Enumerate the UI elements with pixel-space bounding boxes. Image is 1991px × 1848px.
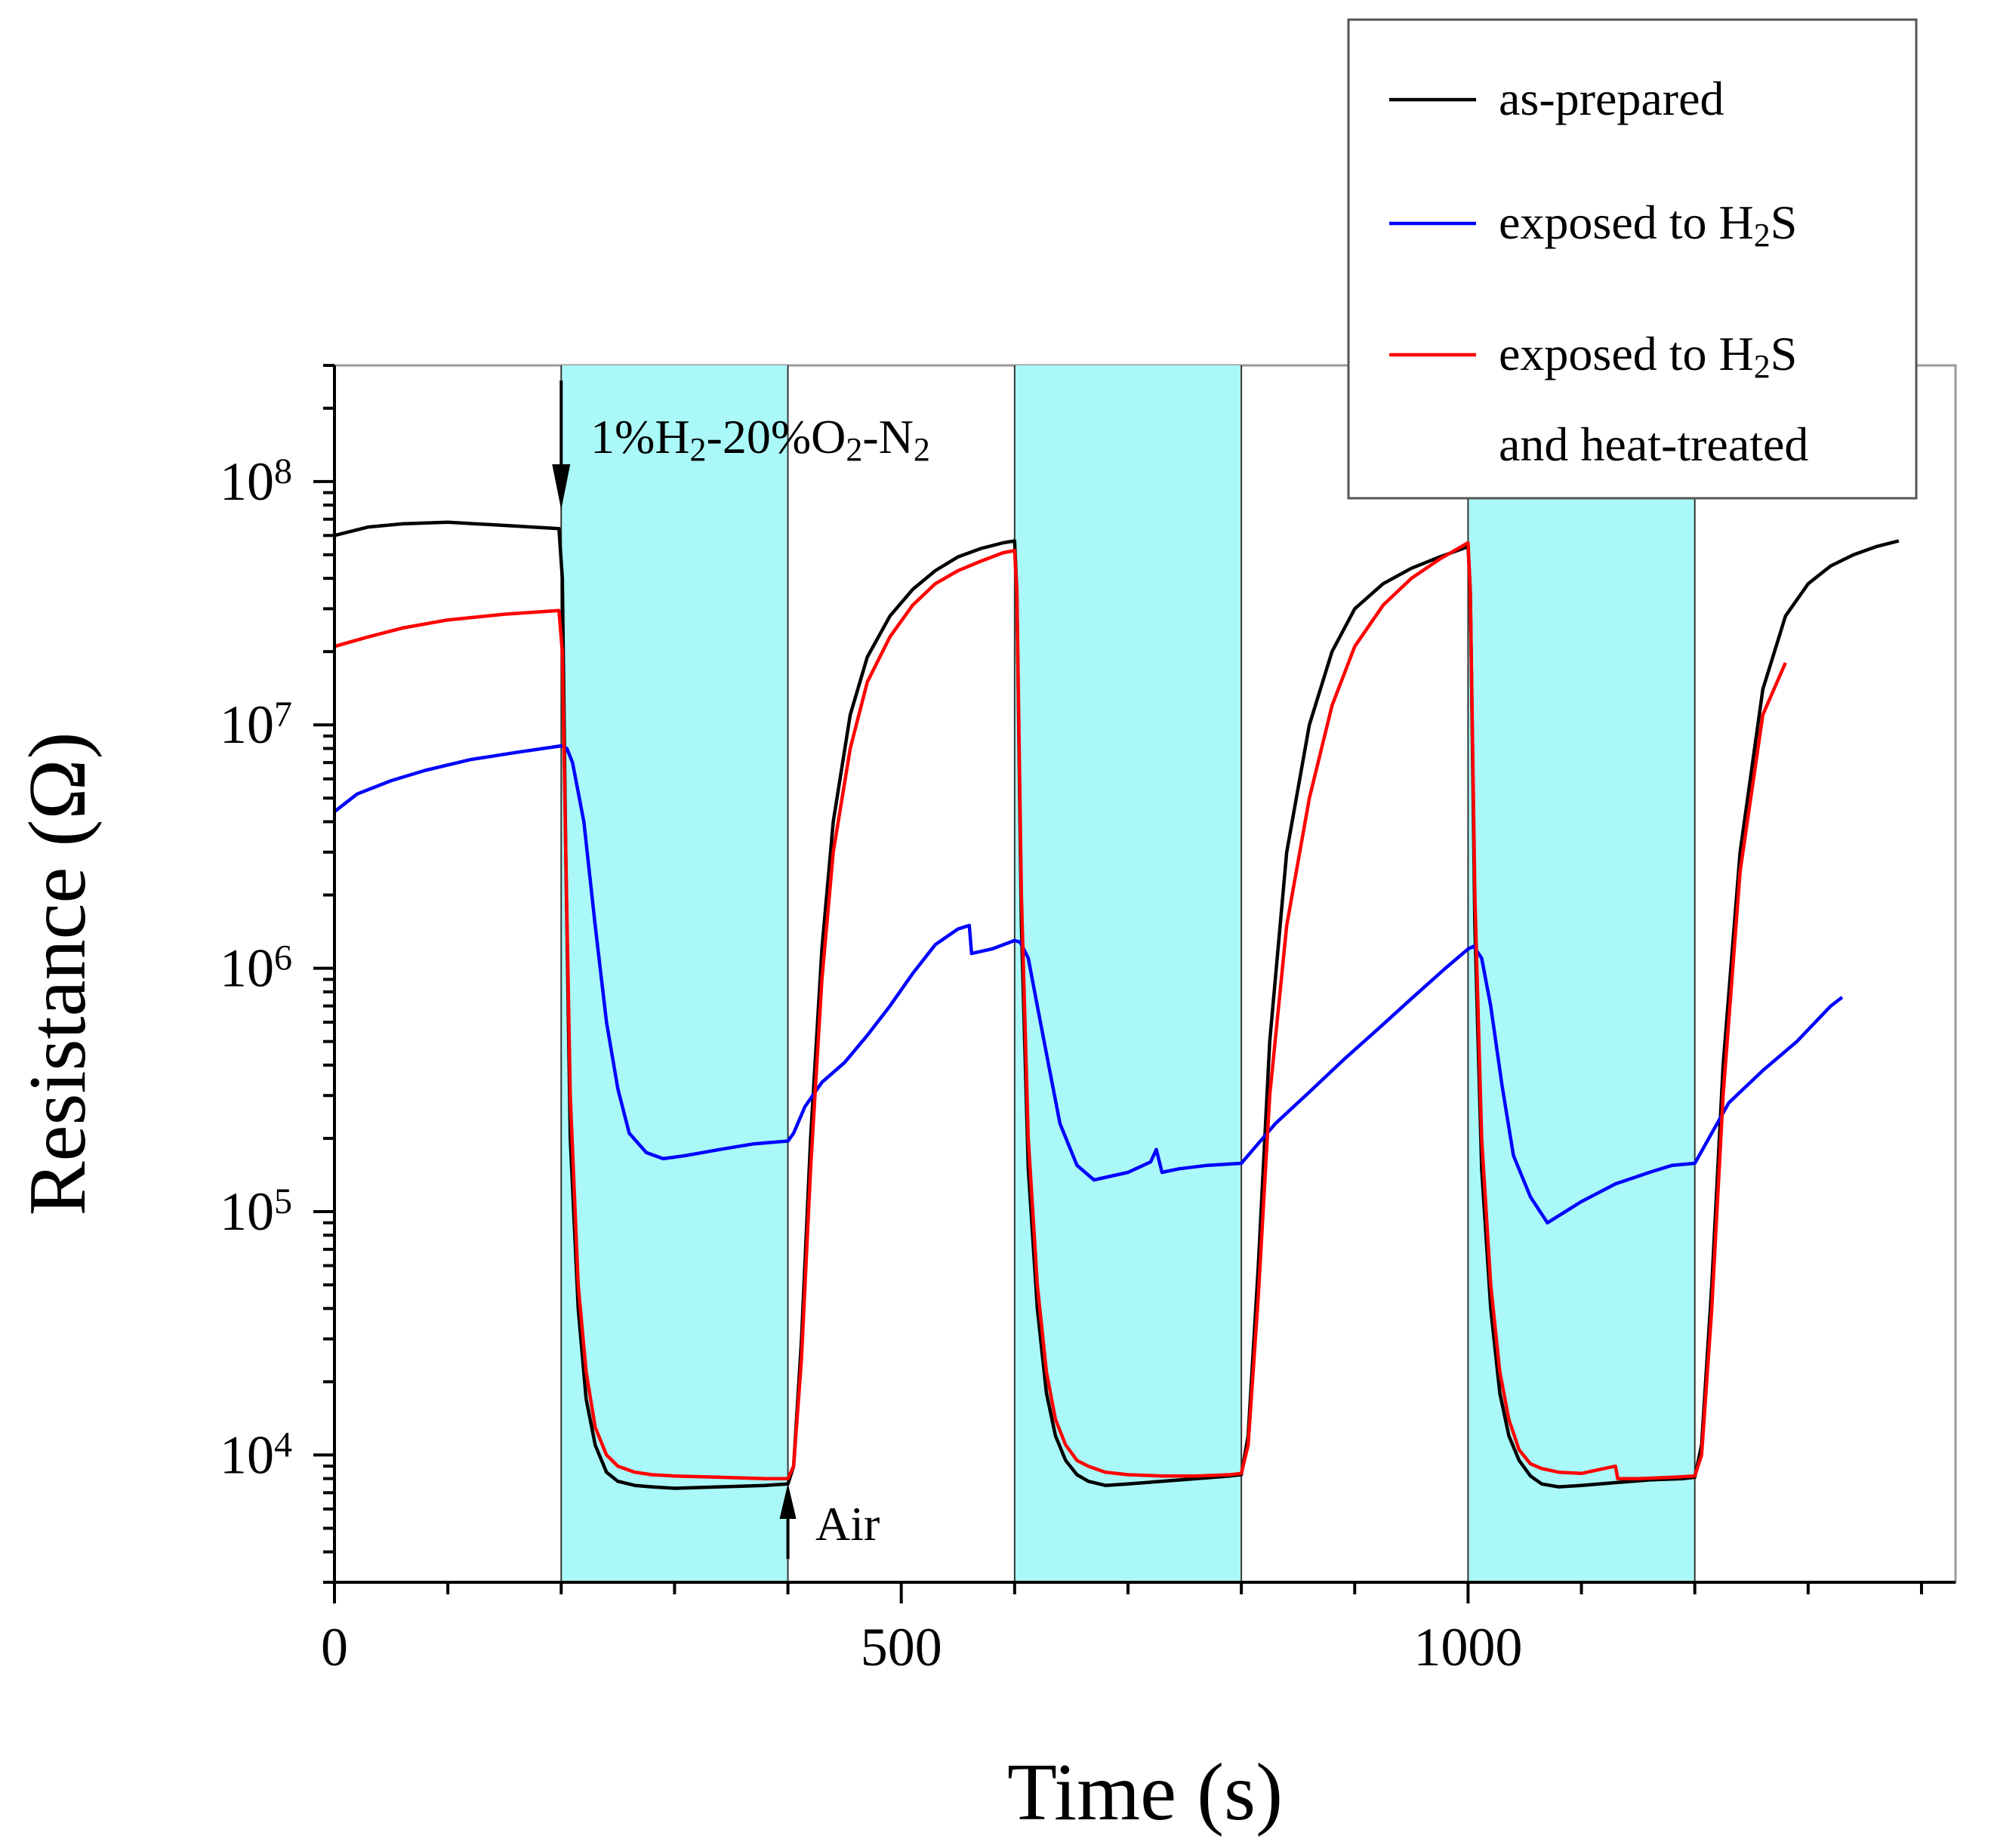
legend: as-prepared exposed to H2S exposed to H2S a…	[1347, 18, 1918, 500]
x-tick-label: 1000	[1413, 1617, 1522, 1677]
legend-label-0: as-prepared	[1499, 72, 1724, 125]
series-line-0	[334, 520, 1900, 1490]
gas-arrow-head	[552, 464, 571, 510]
x-tick-label: 500	[861, 1617, 942, 1677]
shaded-regions	[560, 365, 1696, 1582]
y-axis-title: Resistance (Ω)	[13, 732, 103, 1215]
air-arrow-head	[779, 1483, 797, 1519]
series-line-2	[334, 541, 1787, 1480]
legend-label-2-line2: and heat-treated	[1499, 417, 1808, 471]
x-axis-title: Time (s)	[1007, 1748, 1283, 1837]
shaded-interval-0	[561, 365, 788, 1582]
legend-label-1: exposed to H2S	[1499, 196, 1797, 254]
y-tick-label: 104	[220, 1424, 292, 1485]
y-tick-label: 107	[220, 695, 292, 755]
air-annotation-label: Air	[815, 1497, 880, 1551]
gas-annotation-label: 1%H2-20%O2-N2	[590, 410, 930, 468]
legend-label-2: exposed to H2S	[1499, 327, 1797, 385]
y-tick-label: 105	[220, 1181, 292, 1242]
annotations: 1%H2-20%O2-N2 Air	[552, 380, 930, 1559]
series-lines	[333, 520, 1900, 1490]
axes: 0 500 1000 104 105 106 107 108	[220, 364, 1956, 1677]
x-tick-label: 0	[321, 1617, 348, 1677]
y-tick-label: 106	[220, 938, 292, 999]
y-tick-label: 108	[220, 451, 292, 512]
series-line-1	[333, 744, 1844, 1225]
shaded-interval-2	[1468, 365, 1695, 1582]
shaded-interval-1	[1014, 365, 1242, 1582]
